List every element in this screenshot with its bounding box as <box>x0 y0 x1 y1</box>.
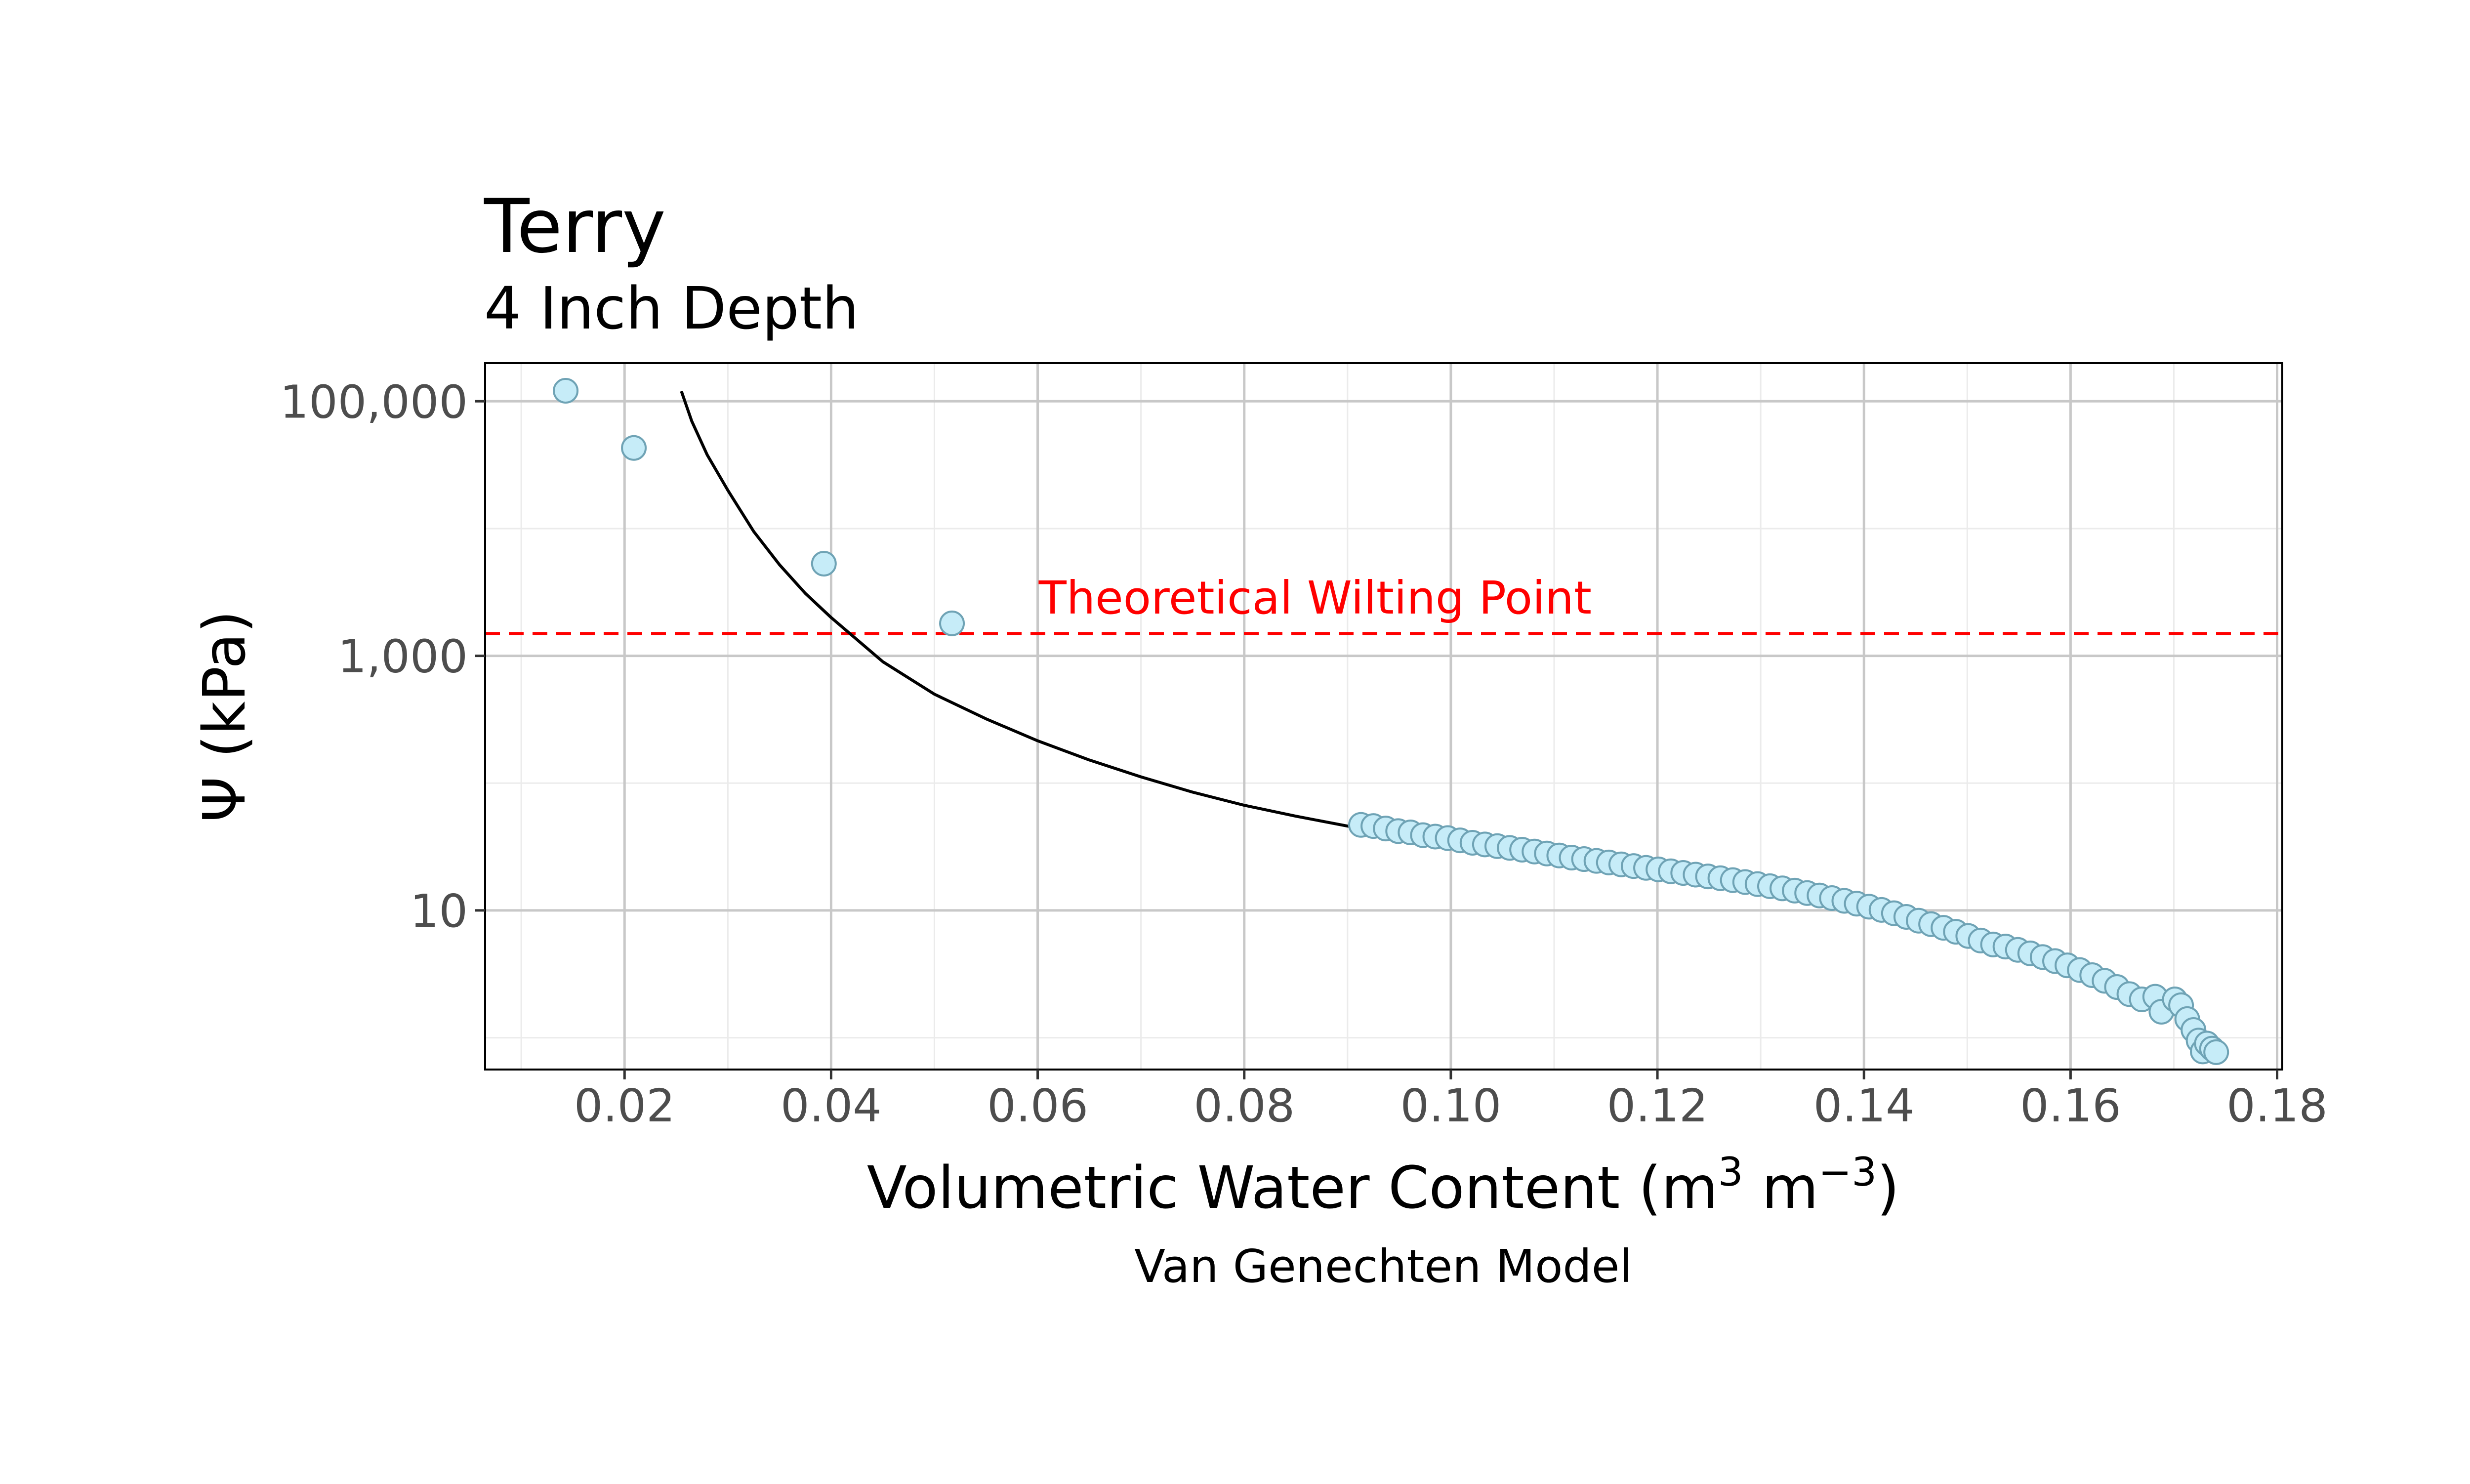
observed-points-group <box>553 377 2229 1065</box>
x-axis-title-sup-2: −3 <box>1818 1149 1877 1195</box>
y-tick-label: 1,000 <box>338 630 468 683</box>
observed-point <box>553 377 579 404</box>
major-gridlines <box>485 363 2282 1070</box>
y-tick-label: 100,000 <box>280 375 468 428</box>
x-tick-label: 0.16 <box>2020 1079 2121 1132</box>
y-axis-title: Ψ (kPa) <box>190 611 258 823</box>
x-axis-title-mid: m <box>1743 1154 1818 1222</box>
x-axis-title-main: Volumetric Water Content (m <box>867 1154 1718 1222</box>
x-axis-title-end: ) <box>1877 1154 1899 1222</box>
plot-border <box>484 362 2283 1071</box>
x-axis-title: Volumetric Water Content (m3 m−3) <box>867 1149 1899 1222</box>
observed-point <box>2203 1039 2229 1065</box>
minor-gridlines <box>485 363 2282 1070</box>
chart-subtitle: 4 Inch Depth <box>484 274 859 342</box>
wilting-point-label: Theoretical Wilting Point <box>1038 572 1592 624</box>
plot-panel <box>485 363 2282 1070</box>
chart-title: Terry <box>484 184 666 270</box>
wilting-point-group: Theoretical Wilting Point <box>485 572 2282 635</box>
observed-point <box>621 435 647 461</box>
chart-caption: Van Genechten Model <box>1134 1240 1632 1293</box>
observed-point <box>811 550 837 577</box>
y-axis-ticks: 10 1,000 100,000 <box>280 375 485 938</box>
x-tick-label: 0.02 <box>574 1079 675 1132</box>
x-tick-label: 0.14 <box>1813 1079 1915 1132</box>
observed-point <box>939 610 965 636</box>
x-axis-ticks: 0.02 0.04 0.06 0.08 0.10 0.12 0.14 0.16 0.18 <box>574 1070 2328 1132</box>
y-tick-label: 10 <box>410 885 468 938</box>
x-tick-label: 0.06 <box>987 1079 1088 1132</box>
x-tick-label: 0.08 <box>1194 1079 1295 1132</box>
x-tick-label: 0.12 <box>1607 1079 1708 1132</box>
x-tick-label: 0.10 <box>1400 1079 1501 1132</box>
x-tick-label: 0.04 <box>781 1079 882 1132</box>
x-tick-label: 0.18 <box>2226 1079 2328 1132</box>
x-axis-title-sup-1: 3 <box>1718 1149 1743 1195</box>
